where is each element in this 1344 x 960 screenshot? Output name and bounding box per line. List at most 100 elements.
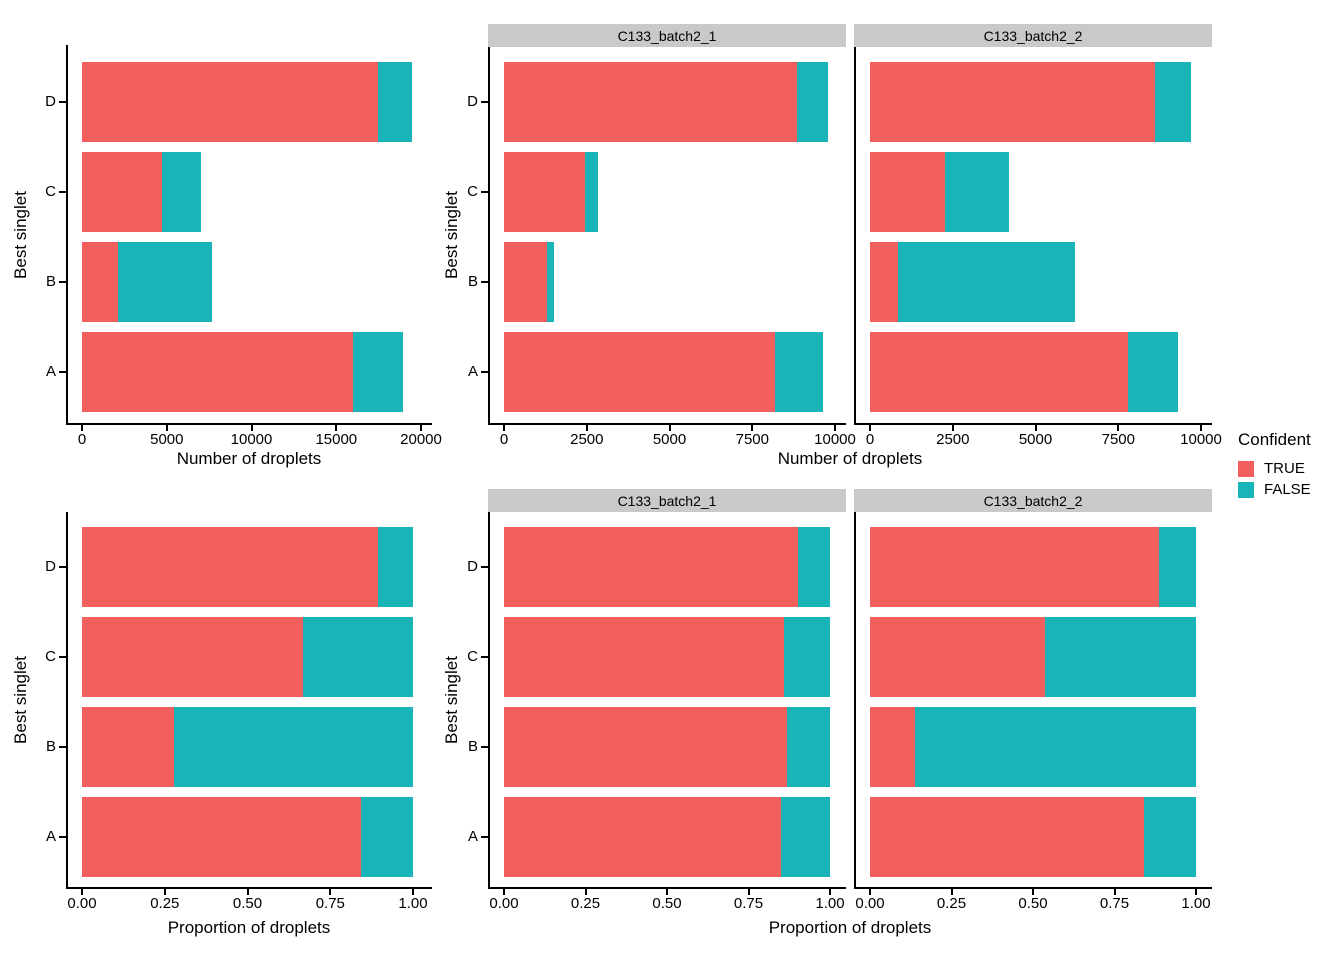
bar-segment-true-a — [870, 332, 1129, 412]
y-tick — [59, 836, 66, 838]
y-tick — [59, 191, 66, 193]
y-tick — [481, 191, 488, 193]
bar-segment-false-d — [798, 527, 830, 607]
x-tick-label: 0 — [499, 431, 509, 448]
x-tick — [81, 425, 83, 431]
x-tick — [81, 889, 83, 895]
x-tick — [165, 425, 168, 431]
x-tick — [503, 425, 505, 431]
bar-segment-true-c — [504, 617, 785, 697]
bar-row-c — [504, 152, 599, 232]
x-tick — [834, 425, 836, 431]
y-tick-label-a: A — [467, 363, 478, 380]
y-tick — [481, 281, 488, 283]
bar-row-a — [82, 797, 413, 877]
x-tick — [869, 425, 871, 431]
x-tick-label: 0.50 — [232, 895, 263, 912]
x-tick-label: 10000 — [1180, 431, 1222, 448]
x-tick-label: 0.50 — [1018, 895, 1048, 912]
y-tick — [481, 101, 488, 103]
bar-row-c — [870, 152, 1009, 232]
x-tick-label: 0.25 — [570, 895, 601, 912]
y-tick-label-c: C — [467, 183, 478, 200]
x-tick — [1113, 889, 1116, 895]
y-tick-label-d: D — [467, 558, 478, 575]
bar-row-a — [504, 797, 830, 877]
x-tick-label: 20000 — [400, 431, 442, 448]
bar-row-a — [82, 332, 404, 412]
bar-segment-true-a — [870, 797, 1144, 877]
bar-segment-false-a — [775, 332, 824, 412]
x-tick — [246, 889, 249, 895]
y-tick — [481, 656, 488, 658]
x-tick — [747, 889, 750, 895]
bar-row-b — [82, 242, 213, 322]
bar-segment-false-d — [796, 62, 829, 142]
bar-row-a — [504, 332, 824, 412]
y-tick-label-a: A — [467, 828, 478, 845]
y-tick — [481, 566, 488, 568]
y-tick — [59, 281, 66, 283]
x-tick-label: 0.75 — [1099, 895, 1130, 912]
x-axis-title-counts-facets: Number of droplets — [777, 449, 923, 468]
bar-row-d — [504, 527, 830, 607]
bar-segment-false-c — [302, 617, 413, 697]
facet-strip-counts-c133-batch2-1: C133_batch2_1 — [488, 24, 846, 47]
panel-counts-c133-batch2-2: 0 2500 5000 7500 10000 — [854, 47, 1222, 447]
facet-strip-label: C133_batch2_2 — [983, 27, 1083, 44]
y-tick — [481, 371, 488, 373]
bar-segment-false-c — [161, 152, 202, 232]
y-tick — [59, 371, 66, 373]
x-tick-label: 0.50 — [652, 895, 682, 912]
bar-segment-false-b — [174, 707, 413, 787]
bar-segment-true-b — [82, 242, 119, 322]
x-tick-label: 7500 — [1101, 431, 1135, 448]
x-tick — [950, 889, 953, 895]
x-tick-label: 0.25 — [936, 895, 967, 912]
x-axis-title-proportions-combined: Proportion of droplets — [167, 918, 331, 937]
x-tick — [1034, 425, 1037, 431]
bar-segment-true-c — [504, 152, 586, 232]
legend-entry-label: FALSE — [1264, 481, 1311, 498]
bar-row-d — [504, 62, 829, 142]
bar-segment-true-d — [82, 527, 379, 607]
x-tick-label: 0.75 — [315, 895, 345, 912]
x-tick-label: 15000 — [315, 431, 358, 448]
bar-segment-false-a — [353, 332, 404, 412]
bar-segment-true-d — [504, 527, 799, 607]
x-tick — [585, 425, 588, 431]
bar-segment-true-c — [870, 617, 1045, 697]
x-tick-label: 10000 — [230, 431, 273, 448]
x-tick-label: 0 — [865, 431, 875, 448]
bar-segment-true-c — [82, 152, 162, 232]
x-axis-title-counts-combined: Number of droplets — [176, 449, 322, 468]
legend-entries: TRUE FALSE — [1238, 460, 1342, 498]
bar-segment-true-b — [504, 707, 787, 787]
bar-segment-true-b — [504, 242, 547, 322]
bar-segment-false-b — [914, 707, 1196, 787]
x-tick — [1032, 889, 1034, 895]
x-tick-label: 0.75 — [733, 895, 764, 912]
panel-prop-c133-batch2-1: 0.00 0.25 0.50 0.75 1.00 D C B A — [467, 512, 846, 911]
x-tick — [335, 425, 338, 431]
legend-swatch-false — [1238, 481, 1254, 498]
bar-row-b — [82, 707, 413, 787]
legend-entry-label: TRUE — [1264, 460, 1305, 477]
bar-segment-true-a — [82, 797, 362, 877]
bar-segment-true-a — [504, 797, 782, 877]
bar-segment-true-a — [82, 332, 354, 412]
x-tick — [412, 889, 414, 895]
x-tick — [829, 889, 831, 895]
y-tick-label-c: C — [45, 648, 56, 665]
y-tick-label-b: B — [467, 738, 478, 755]
y-tick — [59, 656, 66, 658]
bar-segment-false-d — [1154, 62, 1192, 142]
x-tick — [751, 425, 754, 431]
bar-segment-true-b — [870, 242, 899, 322]
bar-row-b — [504, 707, 830, 787]
bar-segment-false-c — [585, 152, 599, 232]
x-tick — [869, 889, 871, 895]
x-tick — [503, 889, 505, 895]
bar-segment-false-b — [118, 242, 213, 322]
